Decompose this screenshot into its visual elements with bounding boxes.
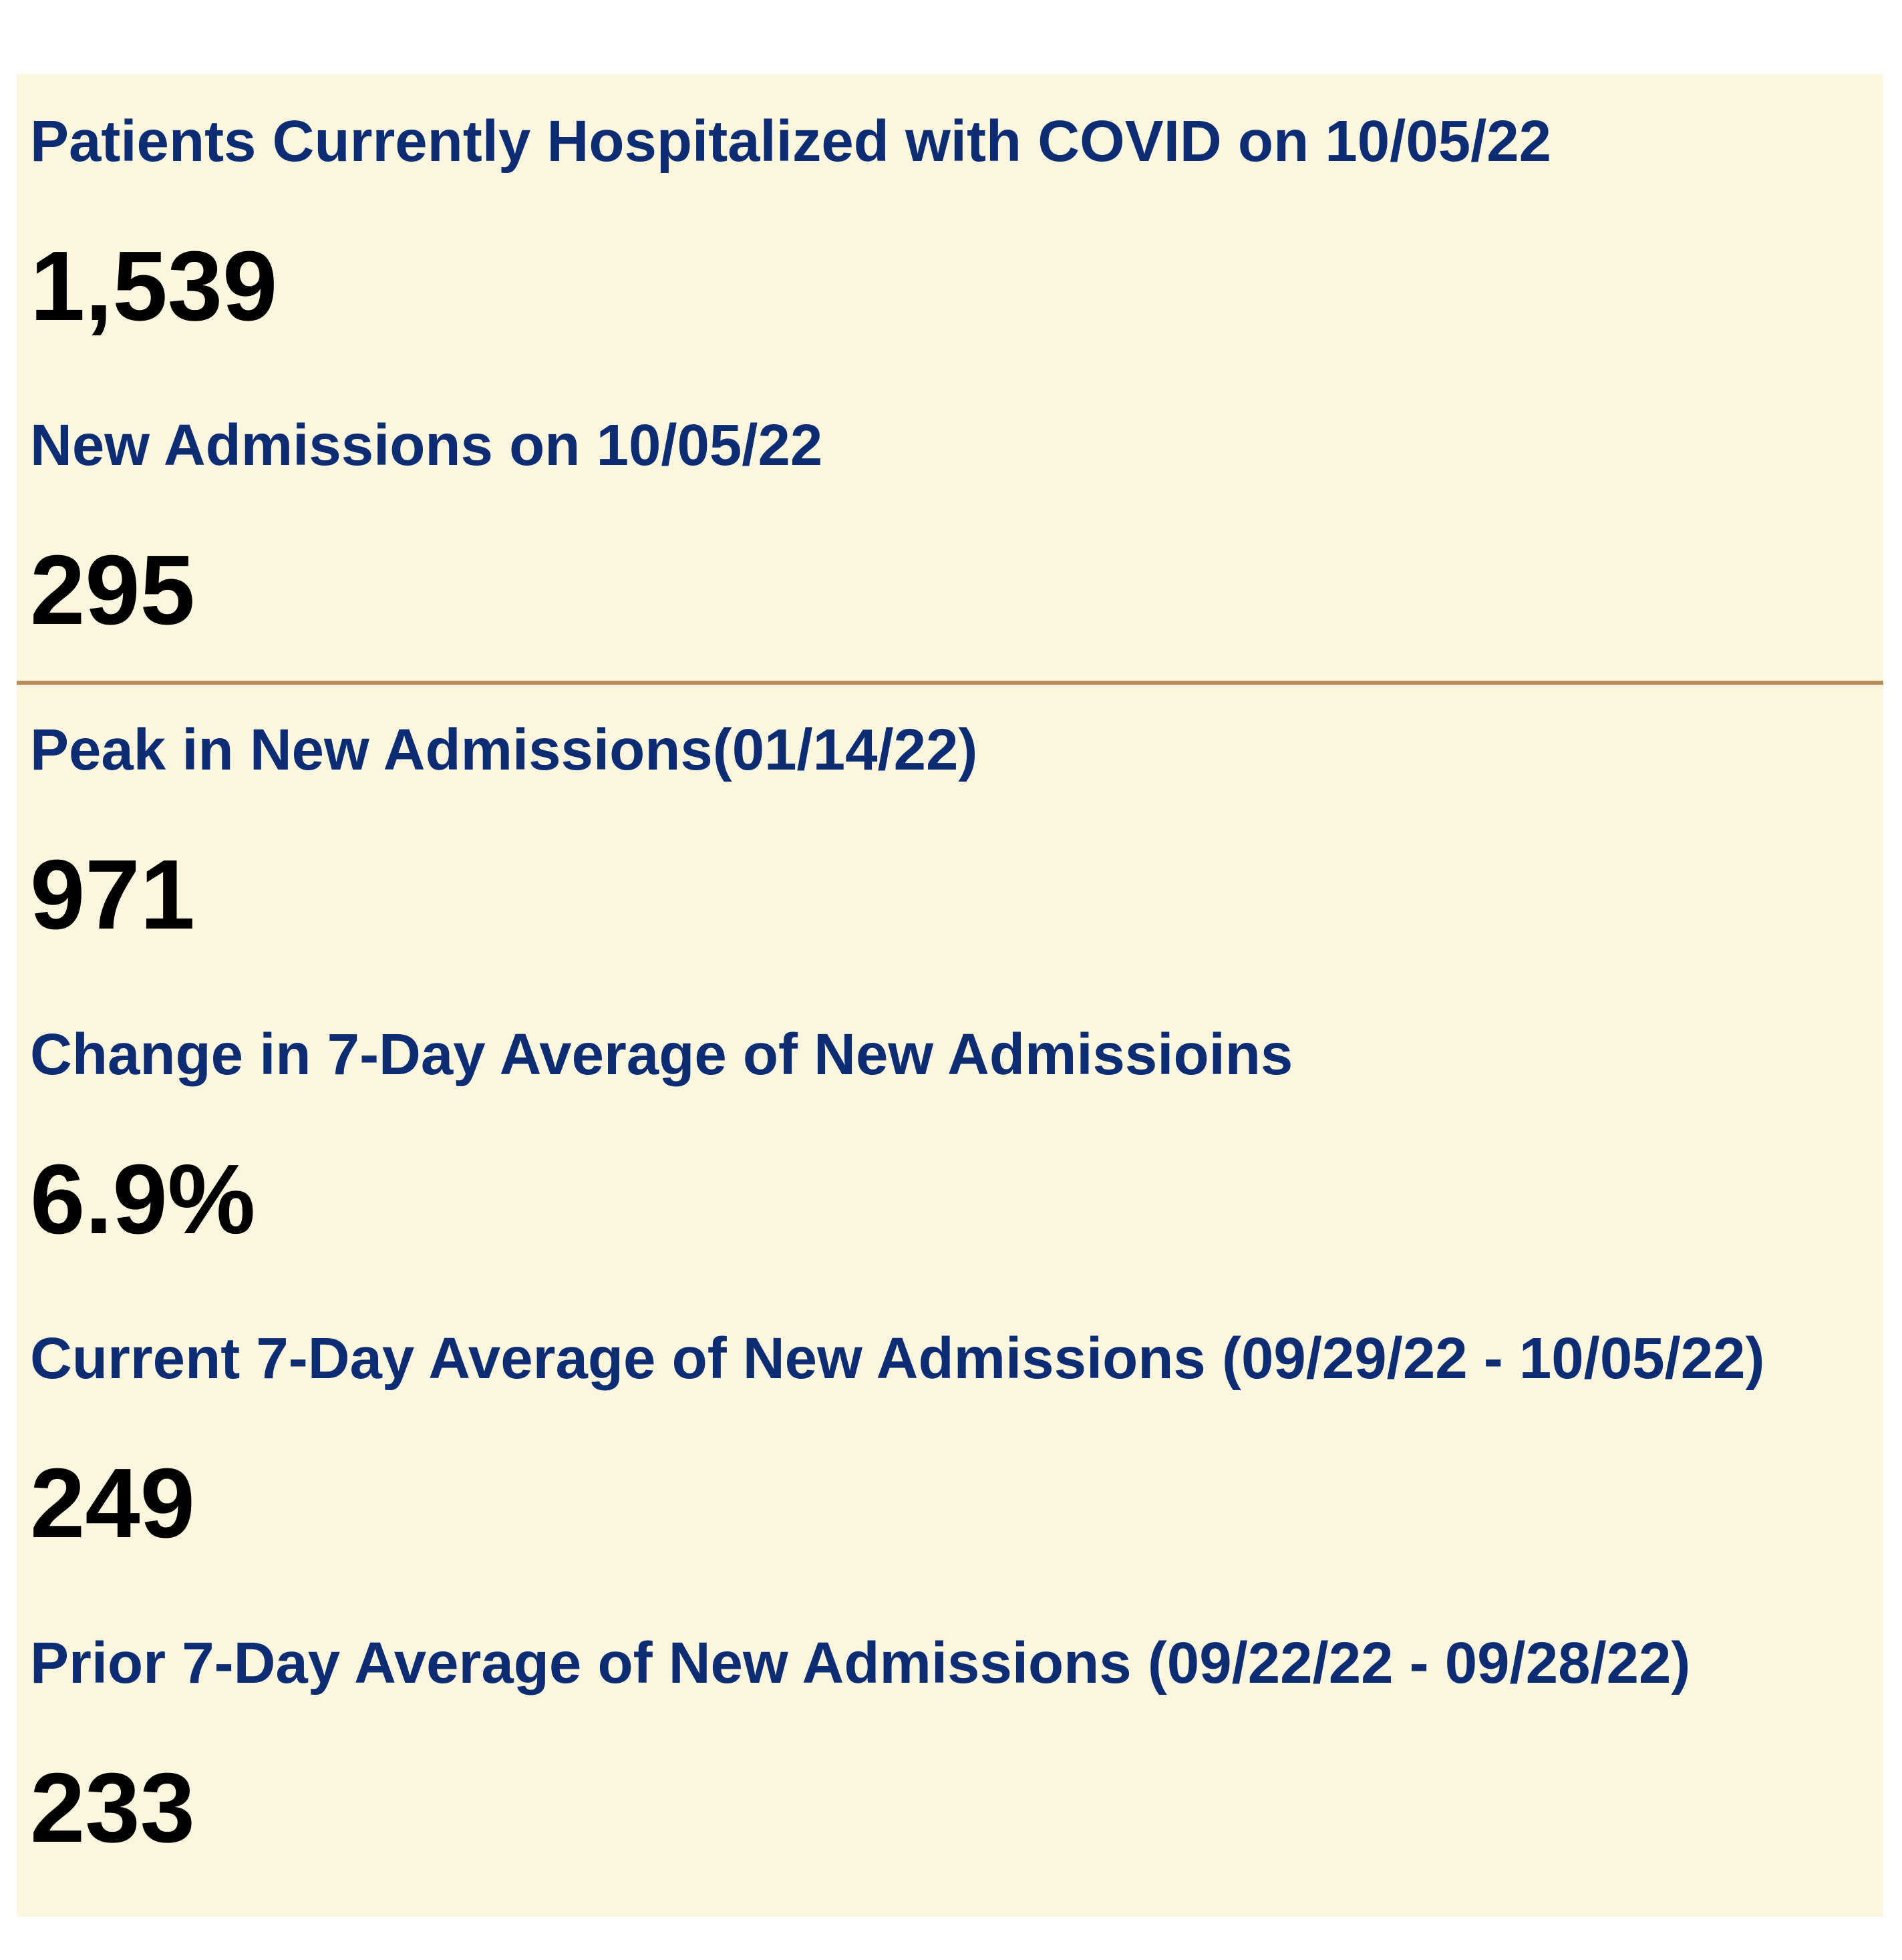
stat-label: New Admissions on 10/05/22 bbox=[30, 413, 823, 478]
stat-label: Prior 7-Day Average of New Admissions (0… bbox=[30, 1631, 1691, 1695]
stat-current-hospitalized: Patients Currently Hospitalized with COV… bbox=[30, 112, 1883, 336]
stat-new-admissions: New Admissions on 10/05/22 295 bbox=[30, 416, 1883, 640]
section-divider bbox=[17, 681, 1883, 685]
stat-label: Peak in New Admissions(01/14/22) bbox=[30, 717, 978, 782]
stat-value: 295 bbox=[30, 535, 195, 645]
stat-label: Change in 7-Day Average of New Admissioi… bbox=[30, 1022, 1293, 1087]
stat-peak-admissions: Peak in New Admissions(01/14/22) 971 bbox=[30, 721, 1883, 945]
stat-label: Patients Currently Hospitalized with COV… bbox=[30, 109, 1552, 174]
stat-change-7day-average: Change in 7-Day Average of New Admissioi… bbox=[30, 1025, 1883, 1249]
stat-prior-7day-average: Prior 7-Day Average of New Admissions (0… bbox=[30, 1634, 1883, 1858]
stat-current-7day-average: Current 7-Day Average of New Admissions … bbox=[30, 1329, 1883, 1553]
stat-value: 971 bbox=[30, 840, 195, 950]
stat-value: 249 bbox=[30, 1448, 195, 1559]
stat-value: 233 bbox=[30, 1753, 195, 1863]
stats-panel: Patients Currently Hospitalized with COV… bbox=[17, 74, 1883, 1917]
stat-label: Current 7-Day Average of New Admissions … bbox=[30, 1326, 1765, 1391]
stat-value: 1,539 bbox=[30, 231, 278, 341]
stat-value: 6.9% bbox=[30, 1144, 256, 1255]
